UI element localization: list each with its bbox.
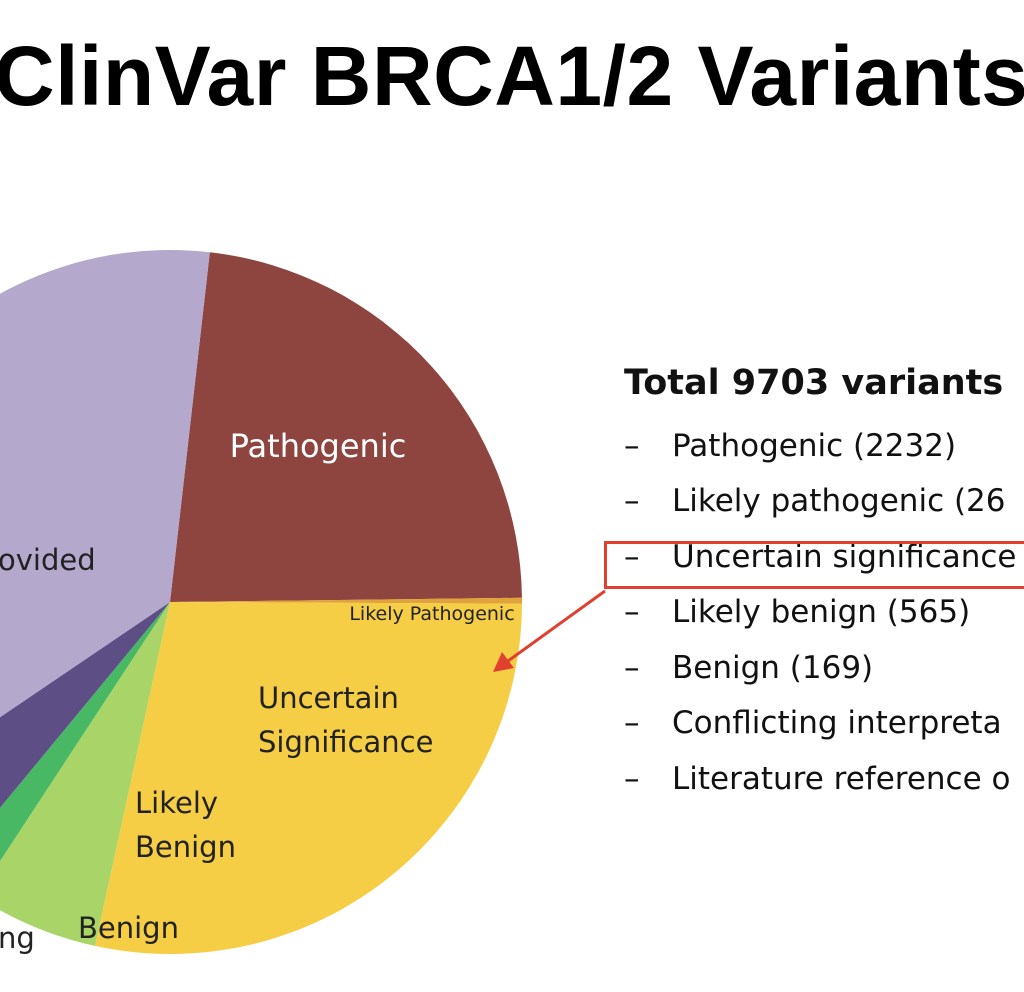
label-conflicting: ng: [0, 921, 35, 955]
summary-item-label: Likely pathogenic (26: [672, 483, 1006, 520]
summary-item-uncertain: – Uncertain significance: [622, 527, 1017, 587]
summary-item-pathogenic: – Pathogenic (2232): [622, 416, 1017, 476]
dash: –: [624, 705, 640, 742]
summary-item-likely-benign: – Likely benign (565): [622, 583, 1017, 643]
summary-item-benign: – Benign (169): [622, 638, 1017, 698]
summary-item-label: Likely benign (565): [672, 594, 971, 631]
summary-item-label: Conflicting interpreta: [672, 705, 1002, 742]
pie-slice-conflicting: [0, 602, 170, 808]
dash: –: [624, 427, 640, 464]
label-not-provided: ovided: [0, 543, 96, 577]
dash: –: [624, 760, 640, 797]
summary-item-literature: – Literature reference o: [622, 749, 1017, 809]
summary-heading: Total 9703 variants: [624, 363, 1004, 403]
pie-slice-benign: [0, 602, 170, 862]
summary-item-label: Uncertain significance: [672, 538, 1017, 575]
dash: –: [624, 594, 640, 631]
pie-slices: [0, 250, 523, 955]
label-benign: Benign: [78, 911, 179, 945]
highlight-box: [604, 541, 1024, 589]
summary-item-label: Benign (169): [672, 649, 874, 686]
variant-summary: Total 9703 variants – Pathogenic (2232) …: [622, 358, 1017, 809]
pie-slice-pathogenic: [170, 252, 522, 602]
summary-list: – Pathogenic (2232) – Likely pathogenic …: [622, 416, 1017, 809]
summary-item-label: Pathogenic (2232): [672, 427, 957, 464]
dash: –: [624, 649, 640, 686]
pie-slice-likely-benign: [0, 602, 170, 946]
slide-title: ClinVar BRCA1/2 Variants: [0, 29, 1024, 123]
label-likely-benign-line2: Benign: [135, 830, 236, 864]
label-pathogenic: Pathogenic: [230, 427, 407, 465]
dash: –: [624, 483, 640, 520]
summary-item-conflicting: – Conflicting interpreta: [622, 694, 1017, 754]
pie-slice-not-provided: [0, 250, 210, 718]
pie-labels: Pathogenic Likely Pathogenic Uncertain S…: [0, 427, 515, 955]
summary-item-likely-pathogenic: – Likely pathogenic (26: [622, 472, 1017, 532]
label-likely-pathogenic: Likely Pathogenic: [349, 603, 514, 625]
label-uncertain-line2: Significance: [258, 725, 433, 759]
label-likely-benign-line1: Likely: [135, 786, 218, 820]
summary-item-label: Literature reference o: [672, 760, 1011, 797]
pie-slice-uncertain-significance: [94, 602, 522, 955]
dash: –: [624, 538, 640, 575]
callout-arrow: [493, 589, 606, 672]
pie-slice-likely-pathogenic: [170, 597, 523, 604]
label-uncertain-line1: Uncertain: [258, 681, 399, 715]
